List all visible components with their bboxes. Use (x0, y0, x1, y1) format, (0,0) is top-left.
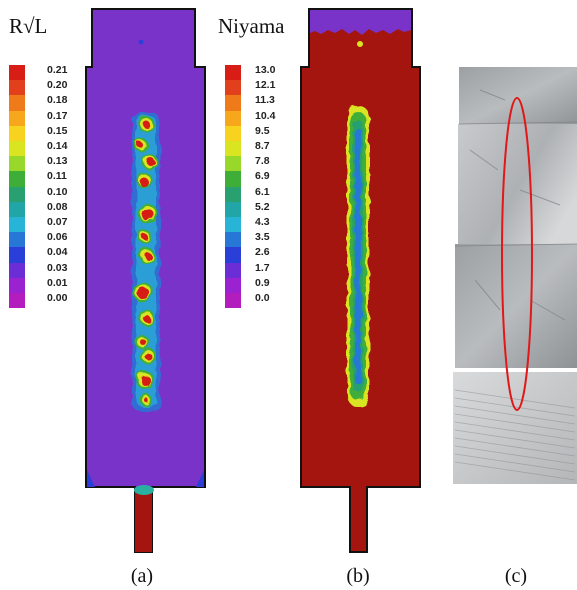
legend-a-tick-12: 0.04 (47, 246, 68, 259)
legend-a-swatch-6 (9, 156, 25, 172)
legend-b-tick-9: 5.2 (255, 200, 270, 213)
legend-b-tick-5: 8.7 (255, 140, 270, 152)
panel-a-riser-stem (135, 490, 152, 552)
legend-a-tick-14: 0.01 (47, 276, 68, 289)
panel-b-casting (300, 8, 421, 553)
legend-b-tick-14: 0.9 (255, 276, 270, 289)
panel-b-top-band (310, 10, 411, 35)
panel-a-corner-left (87, 470, 95, 487)
legend-a-swatch-0 (9, 65, 25, 81)
legend-a-swatch-9 (9, 201, 25, 217)
legend-a-tick-13: 0.03 (47, 261, 68, 274)
legend-b-tick-13: 1.7 (255, 261, 270, 274)
legend-b-tick-2: 11.3 (255, 94, 275, 107)
photo-texture (454, 89, 577, 321)
legend-b-swatch-1 (225, 80, 241, 96)
legend-b-swatch-5 (225, 141, 241, 157)
photo-machining-marks (454, 389, 576, 481)
legend-b-swatch-6 (225, 156, 241, 172)
legend-b-swatch-3 (225, 110, 241, 126)
legend-b-tick-10: 4.3 (255, 216, 270, 228)
legend-a-tick-9: 0.08 (47, 200, 68, 213)
highlight-ellipse (501, 97, 533, 411)
legend-a-tick-7: 0.11 (47, 170, 67, 183)
legend-b-swatch-15 (225, 293, 241, 309)
caption-a: (a) (130, 565, 154, 587)
legend-a-tick-10: 0.07 (47, 216, 68, 228)
legend-a-swatch-15 (9, 293, 25, 309)
photo-plate-4 (453, 372, 577, 484)
legend-b-swatch-14 (225, 277, 241, 293)
legend-a-tick-4: 0.15 (47, 124, 68, 137)
legend-b-tick-0: 13.0 (255, 64, 276, 76)
caption-c: (c) (504, 565, 528, 587)
legend-b-tick-8: 6.1 (255, 185, 270, 198)
legend-b-tick-15: 0.0 (255, 292, 270, 304)
legend-b-swatch-10 (225, 217, 241, 233)
legend-b-tick-6: 7.8 (255, 155, 270, 168)
legend-a-swatch-1 (9, 80, 25, 96)
legend-a-swatch-5 (9, 141, 25, 157)
legend-a-swatch-7 (9, 171, 25, 187)
photo-plate-2 (458, 124, 577, 246)
legend-b-swatch-4 (225, 125, 241, 141)
legend-a-swatch-14 (9, 277, 25, 293)
legend-a-tick-6: 0.13 (47, 155, 68, 168)
legend-a-tick-1: 0.20 (47, 79, 68, 92)
legend-a-tick-3: 0.17 (47, 109, 68, 122)
legend-b-tick-12: 2.6 (255, 246, 270, 259)
legend-b-swatch-2 (225, 95, 241, 111)
legend-b-tick-11: 3.5 (255, 231, 270, 244)
legend-b-swatch-8 (225, 186, 241, 202)
panel-a-riser-neck (134, 485, 154, 495)
legend-a-swatch-3 (9, 110, 25, 126)
legend-a-swatch-13 (9, 262, 25, 278)
panel-a-top-spot (138, 39, 144, 45)
caption-b: (b) (346, 565, 370, 587)
legend-a-tick-8: 0.10 (47, 185, 68, 198)
panel-b-niyama-band (347, 106, 369, 406)
legend-a-tick-5: 0.14 (47, 140, 68, 152)
legend-a-swatch-12 (9, 247, 25, 263)
legend-b-tick-4: 9.5 (255, 124, 270, 137)
legend-a-tick-11: 0.06 (47, 231, 68, 244)
legend-a-title: R√L (9, 14, 48, 38)
photo-plate-1 (459, 67, 577, 127)
legend-b-swatch-12 (225, 247, 241, 263)
legend-b-swatch-13 (225, 262, 241, 278)
legend-b-swatch-9 (225, 201, 241, 217)
legend-a-tick-0: 0.21 (47, 64, 68, 76)
panel-a-casting (85, 8, 206, 553)
legend-b-tick-3: 10.4 (255, 109, 276, 122)
legend-b-swatch-7 (225, 171, 241, 187)
legend-a-swatch-11 (9, 232, 25, 248)
legend-b-swatch-11 (225, 232, 241, 248)
legend-a-tick-15: 0.00 (47, 292, 68, 304)
panel-a-porosity-band (132, 112, 160, 412)
legend-b-swatch-0 (225, 65, 241, 81)
legend-a-swatch-2 (9, 95, 25, 111)
panel-b-top-spot (357, 41, 363, 47)
legend-b-tick-7: 6.9 (255, 170, 270, 183)
legend-b-title: Niyama (218, 14, 285, 38)
photo-plate-3 (455, 244, 577, 368)
panel-a-corner-right (196, 470, 204, 487)
legend-a-tick-2: 0.18 (47, 94, 68, 107)
panel-c-photo (453, 67, 577, 484)
legend-a-swatch-10 (9, 217, 25, 233)
legend-b-tick-1: 12.1 (255, 79, 276, 92)
legend-a-swatch-8 (9, 186, 25, 202)
photo-gap (453, 368, 577, 372)
legend-a-swatch-4 (9, 125, 25, 141)
